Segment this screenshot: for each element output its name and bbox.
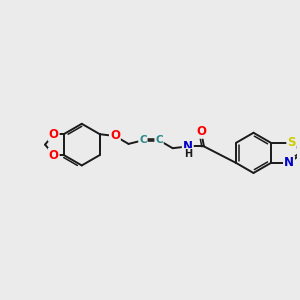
Text: O: O [196, 125, 206, 138]
Text: N: N [183, 140, 193, 153]
Text: H: H [184, 148, 192, 159]
Text: O: O [49, 148, 59, 161]
Text: O: O [110, 130, 120, 142]
Text: S: S [287, 136, 296, 149]
Text: O: O [49, 128, 59, 141]
Text: C: C [139, 135, 147, 145]
Text: C: C [155, 135, 163, 145]
Text: N: N [284, 156, 294, 170]
